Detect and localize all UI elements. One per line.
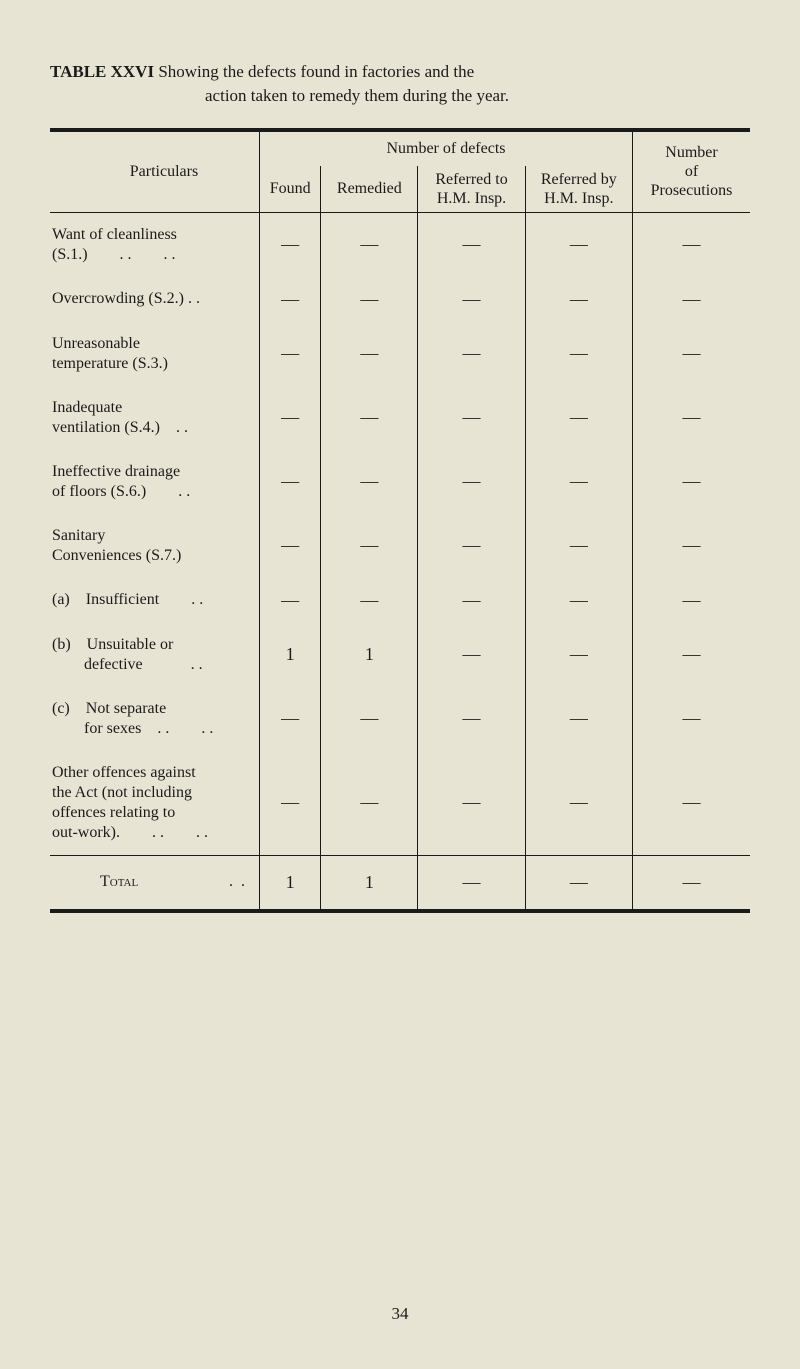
total-label: Total bbox=[100, 873, 138, 890]
table-row: (c) Not separate for sexes . . . .————— bbox=[50, 687, 750, 751]
row-label: Want of cleanliness (S.1.) . . . . bbox=[50, 212, 259, 277]
cell-refto: — bbox=[418, 623, 525, 687]
cell-remedied: — bbox=[321, 578, 418, 623]
total-pros: — bbox=[682, 872, 700, 892]
header-number-of-defects: Number of defects bbox=[386, 140, 505, 157]
table-row: Ineffective drainage of floors (S.6.) . … bbox=[50, 450, 750, 514]
header-referred-by: Referred by H.M. Insp. bbox=[541, 171, 617, 207]
cell-refby: — bbox=[525, 687, 632, 751]
row-label: (a) Insufficient . . bbox=[50, 578, 259, 623]
cell-pros: — bbox=[632, 687, 750, 751]
cell-found: — bbox=[259, 578, 320, 623]
cell-remedied: — bbox=[321, 277, 418, 322]
row-label: (b) Unsuitable or defective . . bbox=[50, 623, 259, 687]
cell-refby: — bbox=[525, 623, 632, 687]
header-prosecutions: Number of Prosecutions bbox=[651, 144, 733, 199]
cell-pros: — bbox=[632, 277, 750, 322]
cell-refby: — bbox=[525, 322, 632, 386]
cell-found: — bbox=[259, 322, 320, 386]
cell-refto: — bbox=[418, 687, 525, 751]
cell-found: — bbox=[259, 514, 320, 578]
header-referred-to: Referred to H.M. Insp. bbox=[435, 171, 507, 207]
cell-refto: — bbox=[418, 514, 525, 578]
cell-pros: — bbox=[632, 386, 750, 450]
title-line-1: Showing the defects found in factories a… bbox=[158, 62, 474, 81]
cell-remedied: — bbox=[321, 322, 418, 386]
cell-refby: — bbox=[525, 450, 632, 514]
table-row: (b) Unsuitable or defective . .11——— bbox=[50, 623, 750, 687]
cell-refby: — bbox=[525, 751, 632, 856]
cell-found: — bbox=[259, 212, 320, 277]
header-remedied: Remedied bbox=[337, 180, 402, 197]
cell-remedied: 1 bbox=[321, 623, 418, 687]
cell-pros: — bbox=[632, 322, 750, 386]
cell-refto: — bbox=[418, 578, 525, 623]
cell-remedied: — bbox=[321, 386, 418, 450]
cell-found: — bbox=[259, 277, 320, 322]
cell-remedied: — bbox=[321, 450, 418, 514]
cell-refby: — bbox=[525, 386, 632, 450]
cell-remedied: — bbox=[321, 514, 418, 578]
cell-refby: — bbox=[525, 514, 632, 578]
cell-remedied: — bbox=[321, 687, 418, 751]
table-row: Sanitary Conveniences (S.7.)————— bbox=[50, 514, 750, 578]
cell-refto: — bbox=[418, 450, 525, 514]
cell-pros: — bbox=[632, 623, 750, 687]
row-label: Ineffective drainage of floors (S.6.) . … bbox=[50, 450, 259, 514]
cell-refto: — bbox=[418, 751, 525, 856]
cell-pros: — bbox=[632, 751, 750, 856]
cell-found: — bbox=[259, 450, 320, 514]
cell-pros: — bbox=[632, 578, 750, 623]
table-row: Other offences against the Act (not incl… bbox=[50, 751, 750, 856]
cell-pros: — bbox=[632, 212, 750, 277]
table-row: Want of cleanliness (S.1.) . . . .————— bbox=[50, 212, 750, 277]
total-dots: . . bbox=[229, 873, 253, 891]
cell-pros: — bbox=[632, 514, 750, 578]
table-row: Inadequate ventilation (S.4.) . .————— bbox=[50, 386, 750, 450]
cell-refto: — bbox=[418, 322, 525, 386]
cell-remedied: — bbox=[321, 751, 418, 856]
total-refto: — bbox=[463, 872, 481, 892]
cell-found: 1 bbox=[259, 623, 320, 687]
row-label: (c) Not separate for sexes . . . . bbox=[50, 687, 259, 751]
header-found: Found bbox=[270, 180, 311, 197]
cell-found: — bbox=[259, 751, 320, 856]
total-found: 1 bbox=[286, 872, 295, 892]
cell-refto: — bbox=[418, 212, 525, 277]
cell-refby: — bbox=[525, 277, 632, 322]
table-row: (a) Insufficient . .————— bbox=[50, 578, 750, 623]
cell-refto: — bbox=[418, 277, 525, 322]
page-number: 34 bbox=[0, 1304, 800, 1324]
cell-refto: — bbox=[418, 386, 525, 450]
row-label: Overcrowding (S.2.) . . bbox=[50, 277, 259, 322]
cell-pros: — bbox=[632, 450, 750, 514]
row-label: Inadequate ventilation (S.4.) . . bbox=[50, 386, 259, 450]
row-label: Unreasonable temperature (S.3.) bbox=[50, 322, 259, 386]
total-refby: — bbox=[570, 872, 588, 892]
table-row: Overcrowding (S.2.) . .————— bbox=[50, 277, 750, 322]
cell-found: — bbox=[259, 687, 320, 751]
cell-refby: — bbox=[525, 578, 632, 623]
defects-table: Particulars Number of defects Number of … bbox=[50, 130, 750, 910]
cell-found: — bbox=[259, 386, 320, 450]
header-particulars: Particulars bbox=[130, 163, 198, 180]
title-line-2: action taken to remedy them during the y… bbox=[205, 84, 750, 108]
total-remedied: 1 bbox=[365, 872, 374, 892]
table-row: Unreasonable temperature (S.3.)————— bbox=[50, 322, 750, 386]
row-label: Other offences against the Act (not incl… bbox=[50, 751, 259, 856]
cell-remedied: — bbox=[321, 212, 418, 277]
table-number: TABLE XXVI bbox=[50, 62, 154, 81]
defects-table-wrap: Particulars Number of defects Number of … bbox=[50, 128, 750, 913]
cell-refby: — bbox=[525, 212, 632, 277]
table-title: TABLE XXVI Showing the defects found in … bbox=[50, 60, 750, 108]
row-label: Sanitary Conveniences (S.7.) bbox=[50, 514, 259, 578]
